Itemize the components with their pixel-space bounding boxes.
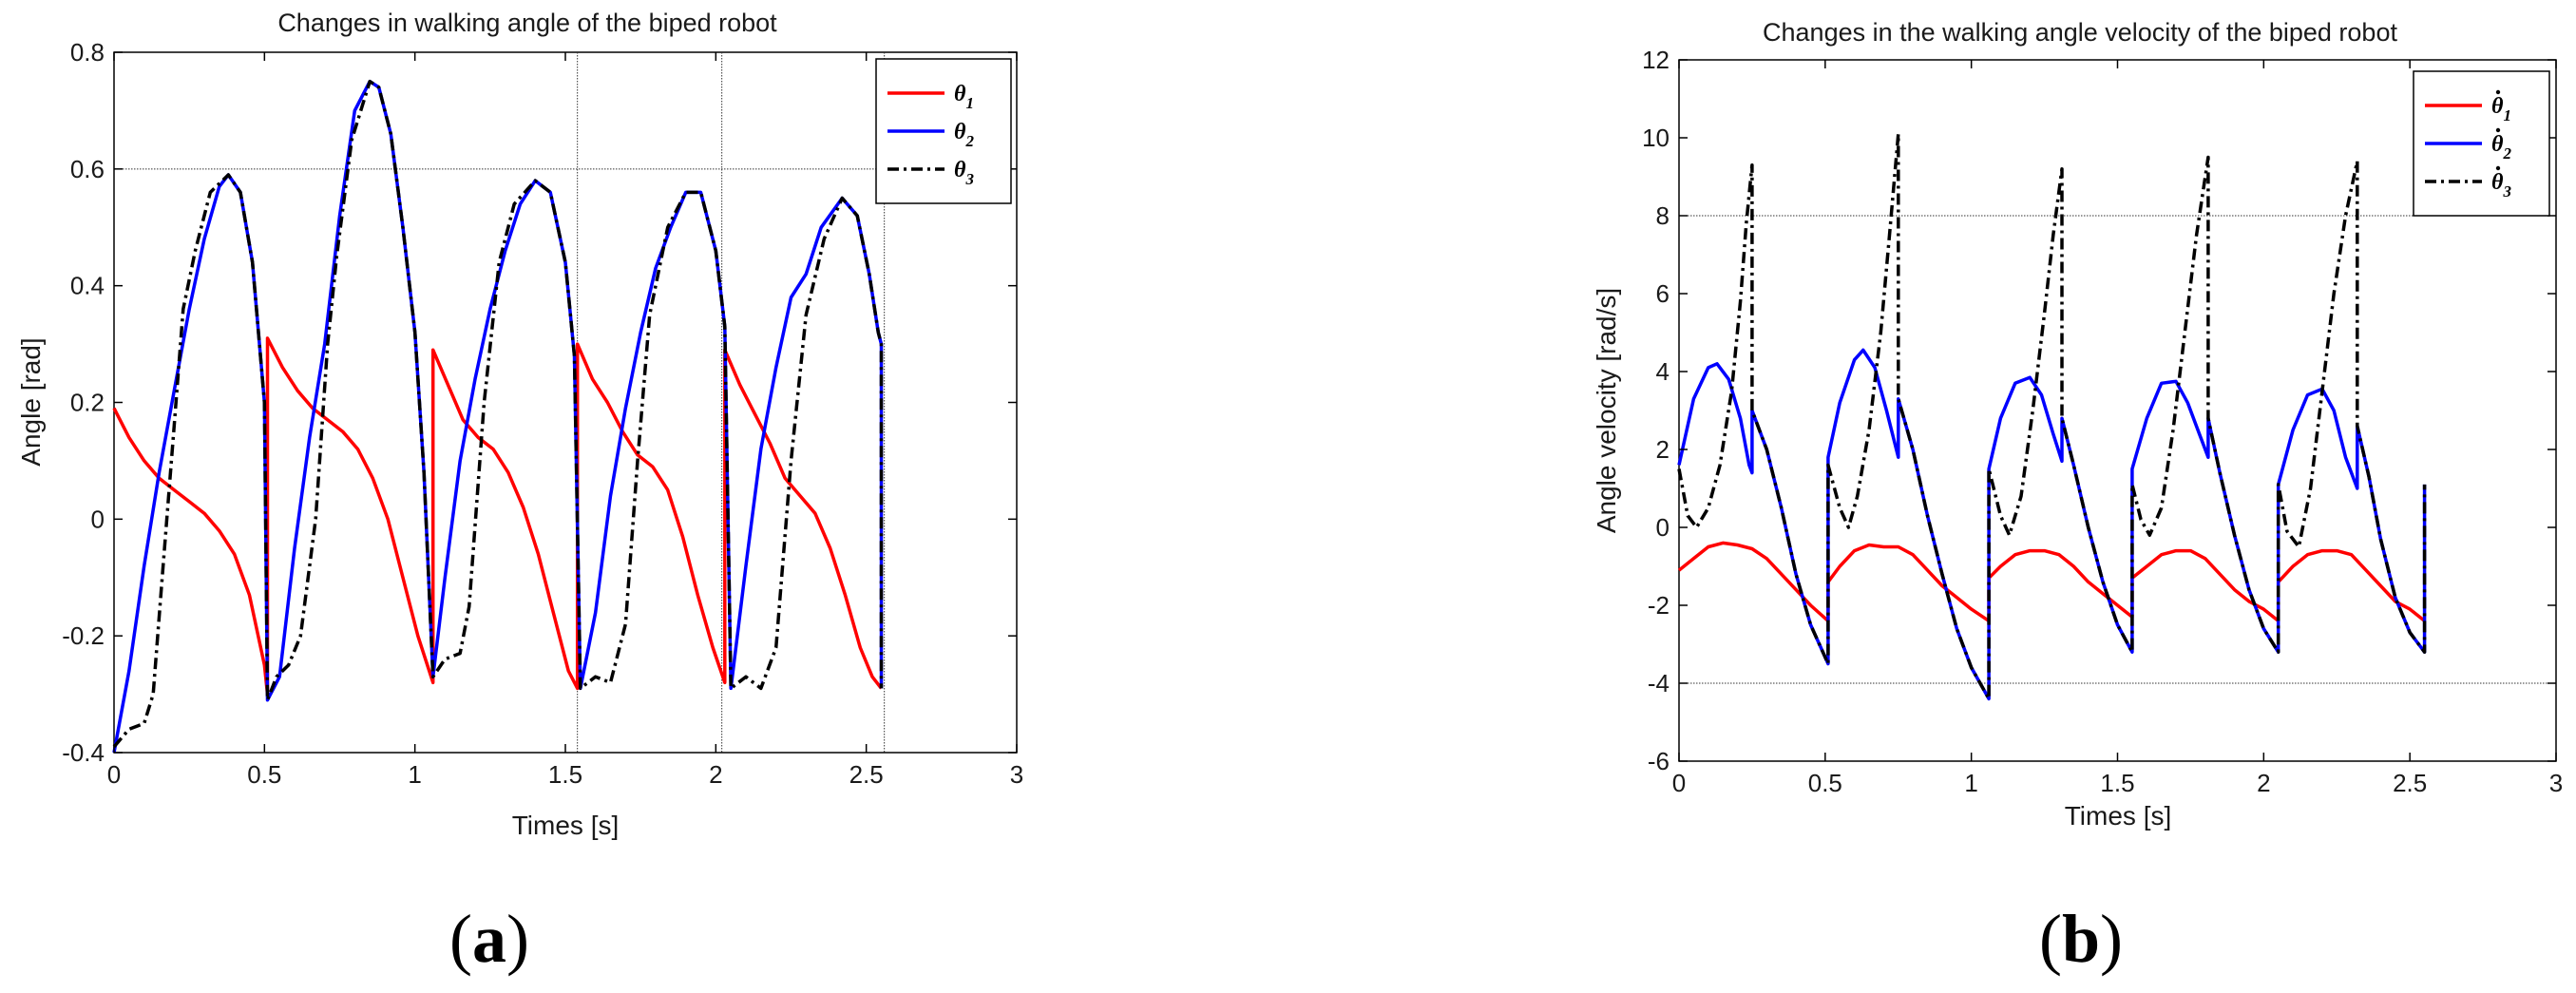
chart-b-series-3-line xyxy=(1677,132,2427,701)
chart-a-reference-lines xyxy=(114,52,1017,753)
chart-b-legend-dot-1 xyxy=(2495,89,2501,95)
chart-b-x-axis-label: Times [s] xyxy=(2065,801,2172,831)
chart-b-legend-label-2: θ2 xyxy=(2491,132,2511,162)
chart-a-xtick-label-4: 2 xyxy=(709,760,722,789)
chart-b-xtick-label-2: 1 xyxy=(1964,769,1977,797)
chart-b-xtick-label-5: 2.5 xyxy=(2393,769,2427,797)
chart-b-plot-area xyxy=(1678,59,2557,762)
chart-a-ytick-label-4: 0.4 xyxy=(70,272,105,300)
chart-a-title: Changes in walking angle of the biped ro… xyxy=(277,9,777,37)
chart-b-legend-dot-3 xyxy=(2495,165,2501,171)
chart-b-xtick-label-3: 1.5 xyxy=(2100,769,2134,797)
chart-a-series-1-line xyxy=(112,336,883,697)
chart-a-legend-symbol-3: θ xyxy=(954,158,966,182)
panel-label-b: (b) xyxy=(2039,901,2123,977)
chart-a-xtick-label-3: 1.5 xyxy=(548,760,582,789)
chart-a-legend-symbol-2: θ xyxy=(954,120,966,144)
panel-a-open-paren: ( xyxy=(449,901,472,977)
chart-b-legend-label-1: θ1 xyxy=(2491,94,2511,124)
chart-a-y-axis-label: Angle [rad] xyxy=(16,337,46,466)
chart-a-xtick-label-0: 0 xyxy=(107,760,121,789)
chart-a-legend-label-2: θ2 xyxy=(954,120,974,150)
chart-a-ytick-label-1: -0.2 xyxy=(62,621,105,650)
panel-label-a-text: (a) xyxy=(449,901,529,977)
chart-a-legend-subscript-2: 2 xyxy=(964,132,974,150)
chart-b-xtick-label-4: 2 xyxy=(2257,769,2270,797)
chart-a-legend-subscript-1: 1 xyxy=(965,94,974,112)
chart-a-ytick-label-6: 0.8 xyxy=(70,38,105,67)
chart-a-legend-subscript-3: 3 xyxy=(964,170,974,188)
chart-a-xtick-label-1: 0.5 xyxy=(247,760,281,789)
chart-a-ytick-label-3: 0.2 xyxy=(70,389,105,417)
chart-a-ytick-label-5: 0.6 xyxy=(70,155,105,183)
chart-b-series-2-line xyxy=(1677,348,2427,701)
chart-b-xtick-label-6: 3 xyxy=(2549,769,2563,797)
chart-b-ytick-label-3: 0 xyxy=(1656,513,1670,542)
chart-b-xtick-label-0: 0 xyxy=(1672,769,1686,797)
chart-b-y-axis-label: Angle velocity [rad/s] xyxy=(1592,288,1621,533)
chart-b-reference-lines xyxy=(1679,215,2556,684)
chart-b-series-1-line xyxy=(1677,541,2426,623)
chart-a-legend-label-1: θ1 xyxy=(954,82,974,112)
chart-a-xtick-label-6: 3 xyxy=(1010,760,1023,789)
panel-b-letter: b xyxy=(2062,901,2100,977)
chart-a-ticks: 0 0.5 1 1.5 2 2.5 3 -0.4 -0.2 0 0.2 0.4 0.6 0.8 xyxy=(62,38,1023,789)
chart-b-ytick-label-7: 8 xyxy=(1656,201,1670,230)
chart-a-xtick-label-5: 2.5 xyxy=(849,760,884,789)
chart-b-legend-dot-2 xyxy=(2495,127,2501,133)
chart-b-ytick-label-1: -4 xyxy=(1648,669,1670,697)
chart-b-title: Changes in the walking angle velocity of… xyxy=(1763,18,2397,47)
chart-b-ytick-label-6: 6 xyxy=(1656,279,1670,308)
chart-b-ytick-label-9: 12 xyxy=(1642,46,1670,74)
chart-a-xtick-label-2: 1 xyxy=(408,760,421,789)
chart-b-legend-symbol-1: θ xyxy=(2491,94,2504,119)
panel-a-letter: a xyxy=(472,901,506,977)
chart-b-ytick-label-5: 4 xyxy=(1656,357,1670,386)
panel-label-b-text: (b) xyxy=(2039,901,2123,977)
chart-b-ytick-label-8: 10 xyxy=(1642,124,1670,152)
chart-b-legend-subscript-2: 2 xyxy=(2502,144,2511,162)
chart-b-xtick-label-1: 0.5 xyxy=(1808,769,1842,797)
chart-b-ytick-label-2: -2 xyxy=(1648,591,1670,620)
chart-a: Changes in walking angle of the biped ro… xyxy=(16,9,1023,840)
chart-b-legend-subscript-3: 3 xyxy=(2502,182,2511,201)
chart-a-ytick-label-0: -0.4 xyxy=(62,738,105,767)
chart-a-x-axis-label: Times [s] xyxy=(512,811,620,840)
chart-b-legend-symbol-3: θ xyxy=(2491,170,2504,195)
chart-b-series-group xyxy=(1677,132,2427,701)
chart-b-legend-subscript-1: 1 xyxy=(2503,106,2511,124)
chart-a-series-3-line xyxy=(112,79,884,749)
chart-b-ytick-label-4: 2 xyxy=(1656,435,1670,464)
chart-b-ytick-label-0: -6 xyxy=(1648,747,1670,775)
chart-a-legend-label-3: θ3 xyxy=(954,158,974,188)
chart-a-series-group xyxy=(112,79,884,754)
chart-b-legend-symbol-2: θ xyxy=(2491,132,2504,157)
panel-label-a: (a) xyxy=(449,901,529,977)
chart-b: Changes in the walking angle velocity of… xyxy=(1592,18,2563,831)
panel-b-close-paren: ) xyxy=(2100,901,2123,977)
chart-a-ytick-label-2: 0 xyxy=(91,505,105,533)
chart-b-legend-label-3: θ3 xyxy=(2491,170,2511,201)
panel-a-close-paren: ) xyxy=(506,901,529,977)
panel-b-open-paren: ( xyxy=(2039,901,2062,977)
chart-a-legend-symbol-1: θ xyxy=(954,82,966,106)
